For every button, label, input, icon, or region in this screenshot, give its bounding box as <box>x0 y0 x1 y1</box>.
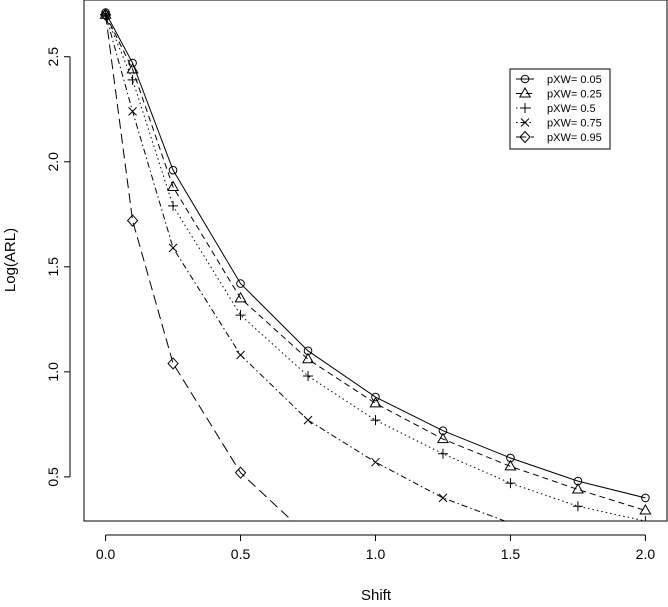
data-point <box>504 459 517 471</box>
x-axis: 0.0 0.5 1.0 1.5 2.0 <box>96 534 656 562</box>
data-point <box>641 493 650 503</box>
data-point <box>639 503 652 515</box>
legend-marker <box>520 103 530 113</box>
data-point <box>167 357 179 370</box>
legend-marker <box>518 87 532 98</box>
data-point <box>370 415 381 426</box>
series-line <box>105 14 294 521</box>
data-point <box>505 478 516 489</box>
data-point <box>236 279 245 288</box>
data-point <box>371 392 380 402</box>
legend-marker <box>519 130 531 144</box>
data-point <box>571 482 584 494</box>
y-tick-label: 1.0 <box>45 362 61 382</box>
legend-entry: pXW= 0.5 <box>516 103 596 115</box>
legend-entry: pXW= 0.05 <box>516 74 602 86</box>
data-point <box>303 371 314 382</box>
data-point <box>127 74 138 85</box>
x-tick-label: 0.5 <box>231 546 251 562</box>
data-point <box>301 352 315 364</box>
y-axis-title: Log(ARL) <box>2 228 19 292</box>
y-tick-label: 1.5 <box>45 257 61 277</box>
data-point <box>371 457 380 467</box>
data-point <box>126 62 139 74</box>
legend-marker <box>520 118 530 127</box>
legend-entry: pXW= 0.25 <box>516 87 602 101</box>
x-tick-label: 1.0 <box>366 546 386 562</box>
data-point <box>437 448 448 459</box>
legend: pXW= 0.05 pXW= 0.25 pXW= 0.5 pXW= 0.75 pXW= … <box>509 68 611 150</box>
data-point <box>235 310 246 321</box>
legend-label: pXW= 0.5 <box>547 103 596 115</box>
y-axis: 0.5 1.0 1.5 2.0 2.5 <box>45 47 71 487</box>
legend-marker <box>520 74 530 84</box>
data-point <box>128 106 137 116</box>
series-2 <box>99 8 652 515</box>
data-point <box>168 243 178 253</box>
data-point <box>167 180 180 191</box>
x-tick-label: 1.5 <box>501 546 521 562</box>
data-point <box>234 291 247 303</box>
series-line <box>105 12 646 499</box>
x-tick-label: 0.0 <box>96 546 116 562</box>
legend-entry: pXW= 0.75 <box>516 118 602 130</box>
data-point <box>236 350 245 360</box>
data-point <box>126 214 139 227</box>
legend-label: pXW= 0.95 <box>547 132 602 144</box>
y-tick-label: 0.5 <box>45 467 61 487</box>
data-point <box>303 415 313 425</box>
data-point <box>168 165 178 175</box>
data-point <box>640 516 651 521</box>
x-tick-label: 2.0 <box>636 546 656 562</box>
legend-entry: pXW= 0.95 <box>516 130 602 144</box>
data-point <box>369 396 382 408</box>
series-5 <box>99 8 294 521</box>
data-point <box>438 493 448 503</box>
legend-label: pXW= 0.05 <box>547 74 602 86</box>
data-point <box>234 466 247 479</box>
data-point <box>168 200 179 211</box>
series-line <box>105 14 646 511</box>
series-line <box>105 14 507 521</box>
series-4 <box>101 10 507 521</box>
data-point <box>99 8 112 21</box>
legend-label: pXW= 0.25 <box>547 89 602 101</box>
data-point <box>436 432 450 444</box>
x-axis-title: Shift <box>361 587 392 604</box>
data-point <box>128 58 137 68</box>
series-layer <box>99 8 652 521</box>
y-tick-label: 2.5 <box>45 47 61 67</box>
plot-frame <box>83 0 668 522</box>
data-point <box>572 501 583 512</box>
legend-label: pXW= 0.75 <box>547 118 602 130</box>
y-tick-label: 2.0 <box>45 152 61 172</box>
series-3 <box>100 9 651 521</box>
